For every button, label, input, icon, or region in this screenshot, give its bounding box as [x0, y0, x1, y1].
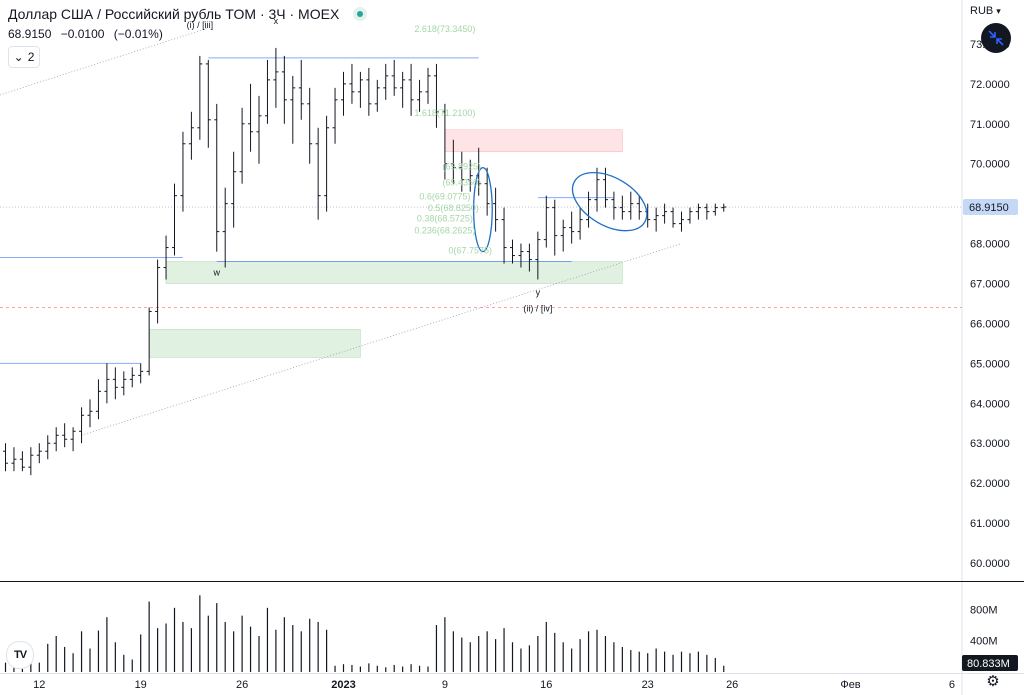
time-tick-label: 26 — [726, 679, 738, 691]
current-price-badge — [963, 199, 1018, 216]
price-tick-label: 68.0000 — [970, 239, 1010, 251]
chart-annotation: x — [274, 16, 279, 26]
price-tick-label: 60.0000 — [970, 558, 1010, 570]
symbol-title-text: Доллар США / Российский рубль TOM · 3Ч ·… — [8, 6, 340, 22]
arrows-collapse-icon — [988, 30, 1004, 46]
time-tick-label: 26 — [236, 679, 248, 691]
currency-selector[interactable]: RUB ▾ — [970, 5, 1001, 17]
current-price-label: 68.9150 — [969, 202, 1009, 214]
chart-annotation: (69.8925) — [443, 162, 482, 172]
symbol-title[interactable]: Доллар США / Российский рубль TOM · 3Ч ·… — [8, 6, 368, 22]
last-price: 68.9150 — [8, 27, 52, 41]
chart-annotation: 0(67.7575) — [448, 246, 492, 256]
trend-line[interactable] — [0, 27, 209, 96]
navigate-back-button[interactable] — [981, 23, 1011, 53]
indicators-toggle-button[interactable]: ⌄ 2 — [8, 46, 40, 68]
time-tick-label: 6 — [949, 679, 955, 691]
volume-tick-label: 400M — [970, 636, 998, 648]
chart-annotation: (i) / [iii] — [187, 20, 214, 30]
chevron-down-icon: ⌄ — [13, 50, 24, 64]
time-tick-label: 12 — [33, 679, 45, 691]
volume-tick-label: 800M — [970, 604, 998, 616]
wave-ellipse[interactable] — [563, 161, 657, 243]
indicators-count: 2 — [27, 50, 35, 64]
price-tick-label: 62.0000 — [970, 478, 1010, 490]
current-volume-badge — [962, 655, 1018, 671]
time-tick-label: 19 — [135, 679, 147, 691]
chart-annotation: 0.5(68.8250) — [428, 203, 479, 213]
chart-annotation: 0.6(69.0775) — [419, 192, 470, 202]
price-tick-label: 71.0000 — [970, 119, 1010, 131]
time-tick-label: 16 — [540, 679, 552, 691]
price-tick-label: 72.0000 — [970, 79, 1010, 91]
price-tick-label: 66.0000 — [970, 318, 1010, 330]
price-tick-label: 70.0000 — [970, 159, 1010, 171]
price-tick-label: 67.0000 — [970, 279, 1010, 291]
time-tick-label: Фев — [840, 679, 860, 691]
currency-label: RUB — [970, 5, 994, 17]
time-tick-label: 23 — [642, 679, 654, 691]
chart-annotation: (69.4350) — [443, 178, 482, 188]
chart-annotation: y — [536, 287, 541, 297]
tradingview-logo[interactable]: TV — [6, 641, 34, 669]
gear-icon[interactable]: ⚙ — [986, 673, 1000, 690]
price-change: −0.0100 — [60, 27, 105, 41]
time-tick-label: 9 — [442, 679, 448, 691]
price-tick-label: 65.0000 — [970, 358, 1010, 370]
chevron-down-icon: ▾ — [996, 6, 1001, 16]
price-readout: 68.9150 −0.0100 (−0.01%) — [8, 27, 169, 41]
price-tick-label: 61.0000 — [970, 518, 1010, 530]
time-tick-label: 2023 — [331, 679, 355, 691]
current-volume-label: 80.833M — [967, 658, 1010, 670]
chart-annotation: w — [213, 268, 221, 278]
chart-annotation: 1.618(71.2100) — [414, 108, 475, 118]
logo-text: TV — [13, 649, 27, 661]
chart-annotation: 0.38(68.5725) — [417, 214, 473, 224]
live-dot-icon — [353, 7, 368, 21]
chart-annotation: 2.618(73.3450) — [414, 24, 475, 34]
chart-annotation: 0.236(68.2625) — [414, 226, 475, 236]
demand-zone[interactable] — [165, 261, 623, 284]
price-change-pct: (−0.01%) — [113, 27, 163, 41]
wave-ellipse[interactable] — [472, 167, 493, 253]
demand-zone[interactable] — [148, 329, 361, 358]
supply-zone[interactable] — [444, 129, 623, 153]
price-tick-label: 63.0000 — [970, 438, 1010, 450]
chart-annotation: (ii) / [iv] — [523, 303, 552, 313]
price-tick-label: 64.0000 — [970, 398, 1010, 410]
